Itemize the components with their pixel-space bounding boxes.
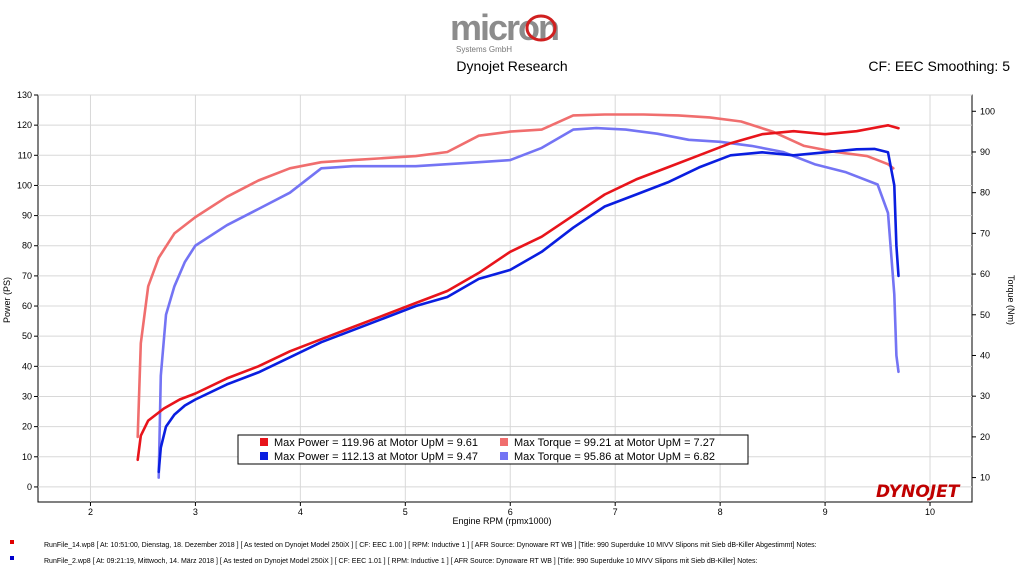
y-left-tick-label: 60 bbox=[22, 301, 32, 311]
x-tick-label: 3 bbox=[193, 507, 198, 517]
x-tick-label: 2 bbox=[88, 507, 93, 517]
y-left-tick-label: 30 bbox=[22, 391, 32, 401]
legend: Max Power = 119.96 at Motor UpM = 9.61 M… bbox=[237, 434, 749, 465]
y-axis-right-title: Torque (Nm) bbox=[1006, 275, 1016, 325]
y-right-tick-label: 50 bbox=[980, 310, 990, 320]
micron-logo: micron Systems GmbH bbox=[450, 8, 560, 54]
series-line-torque-run-2 bbox=[157, 126, 900, 479]
series-line-power-run-2 bbox=[157, 147, 900, 474]
y-right-tick-label: 30 bbox=[980, 391, 990, 401]
y-left-tick-label: 80 bbox=[22, 241, 32, 251]
legend-torque-run2: Max Torque = 95.86 at Motor UpM = 6.82 bbox=[514, 451, 715, 463]
x-tick-label: 7 bbox=[613, 507, 618, 517]
y-right-tick-label: 10 bbox=[980, 473, 990, 483]
footer-run-14-text: RunFile_14.wp8 [ At: 10:51:00, Dienstag,… bbox=[44, 542, 817, 549]
footer-run-14: RunFile_14.wp8 [ At: 10:51:00, Dienstag,… bbox=[0, 540, 1024, 552]
x-tick-label: 8 bbox=[718, 507, 723, 517]
plot-area bbox=[37, 94, 973, 503]
legend-swatch-torque-run2 bbox=[500, 452, 508, 460]
legend-swatch-power-run2 bbox=[260, 452, 268, 460]
cf-label: CF: EEC Smoothing: 5 bbox=[868, 58, 1010, 74]
legend-torque-run14: Max Torque = 99.21 at Motor UpM = 7.27 bbox=[514, 437, 715, 449]
x-tick-label: 5 bbox=[403, 507, 408, 517]
y-left-tick-label: 20 bbox=[22, 422, 32, 432]
logo-swirl-icon bbox=[525, 14, 557, 42]
y-left-tick-label: 90 bbox=[22, 211, 32, 221]
run-14-color-icon bbox=[10, 540, 14, 544]
legend-swatch-power-run14 bbox=[260, 438, 268, 446]
x-tick-label: 9 bbox=[823, 507, 828, 517]
dynojet-logo: DYNOJET bbox=[876, 482, 961, 502]
series-line-power-run-14 bbox=[136, 124, 900, 462]
y-left-tick-label: 70 bbox=[22, 271, 32, 281]
series-line-torque-run-14 bbox=[136, 113, 895, 439]
y-left-tick-label: 120 bbox=[17, 120, 32, 130]
y-right-tick-label: 20 bbox=[980, 432, 990, 442]
legend-power-run14: Max Power = 119.96 at Motor UpM = 9.61 bbox=[274, 437, 478, 449]
series-lines bbox=[136, 113, 900, 479]
footer-run-2-text: RunFile_2.wp8 [ At: 09:21:19, Mittwoch, … bbox=[44, 558, 758, 565]
legend-power-run2: Max Power = 112.13 at Motor UpM = 9.47 bbox=[274, 451, 478, 463]
y-right-tick-label: 70 bbox=[980, 228, 990, 238]
footer-run-2: RunFile_2.wp8 [ At: 09:21:19, Mittwoch, … bbox=[0, 556, 1024, 568]
run-2-color-icon bbox=[10, 556, 14, 560]
y-left-tick-label: 0 bbox=[27, 482, 32, 492]
y-left-tick-label: 110 bbox=[18, 150, 32, 160]
x-tick-label: 6 bbox=[508, 507, 513, 517]
y-right-tick-label: 80 bbox=[980, 188, 990, 198]
y-left-tick-label: 50 bbox=[22, 331, 32, 341]
x-tick-label: 4 bbox=[298, 507, 303, 517]
axis-ticks: 0 10 20 30 40 50 60 70 80 90 100 110 120 130 2 3 4 5 6 7 8 9 1… bbox=[17, 90, 995, 517]
logo-sub: Systems GmbH bbox=[456, 45, 512, 54]
y-right-tick-label: 60 bbox=[980, 269, 990, 279]
y-left-tick-label: 40 bbox=[22, 361, 32, 371]
y-right-tick-label: 90 bbox=[980, 147, 990, 157]
y-right-tick-label: 40 bbox=[980, 350, 990, 360]
legend-box bbox=[237, 434, 749, 465]
y-left-tick-label: 10 bbox=[22, 452, 32, 462]
y-left-tick-label: 130 bbox=[17, 90, 32, 100]
x-axis-title: Engine RPM (rpmx1000) bbox=[452, 516, 551, 526]
y-left-tick-label: 100 bbox=[17, 180, 32, 190]
legend-swatch-torque-run14 bbox=[500, 438, 508, 446]
y-right-tick-label: 100 bbox=[980, 106, 995, 116]
report-title: Dynojet Research bbox=[456, 58, 568, 74]
y-axis-left-title: Power (PS) bbox=[2, 277, 12, 323]
x-tick-label: 10 bbox=[925, 507, 935, 517]
